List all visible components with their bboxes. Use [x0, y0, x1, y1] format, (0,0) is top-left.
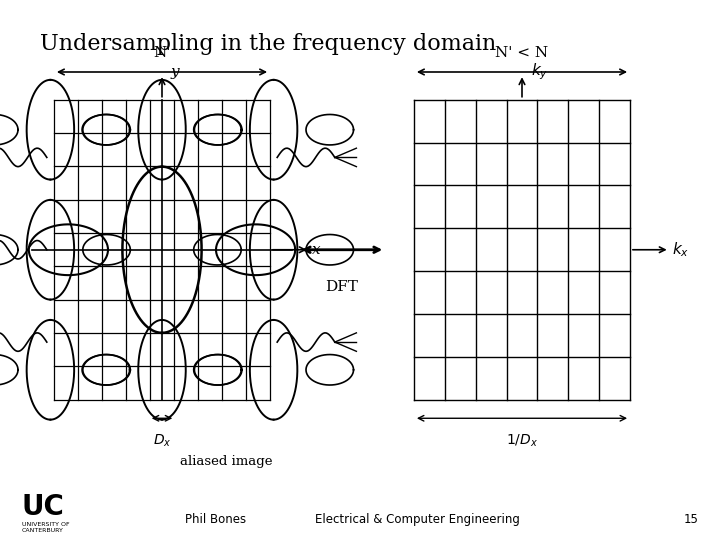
Text: $k_y$: $k_y$: [531, 62, 548, 82]
Text: Phil Bones: Phil Bones: [186, 513, 246, 526]
Text: N' < N: N' < N: [495, 46, 549, 60]
Text: x: x: [312, 243, 320, 256]
Text: N': N': [153, 46, 171, 60]
Text: $1/D_x$: $1/D_x$: [506, 432, 538, 449]
Text: $D_x$: $D_x$: [153, 432, 171, 449]
Text: y: y: [171, 65, 179, 79]
Text: aliased image: aliased image: [180, 455, 272, 468]
Text: 15: 15: [684, 513, 698, 526]
Text: UC: UC: [22, 493, 65, 521]
Text: $k_x$: $k_x$: [672, 240, 689, 259]
Text: Undersampling in the frequency domain: Undersampling in the frequency domain: [40, 33, 496, 55]
Text: UNIVERSITY OF
CANTERBURY: UNIVERSITY OF CANTERBURY: [22, 522, 69, 532]
Text: Electrical & Computer Engineering: Electrical & Computer Engineering: [315, 513, 520, 526]
Text: DFT: DFT: [325, 280, 359, 294]
